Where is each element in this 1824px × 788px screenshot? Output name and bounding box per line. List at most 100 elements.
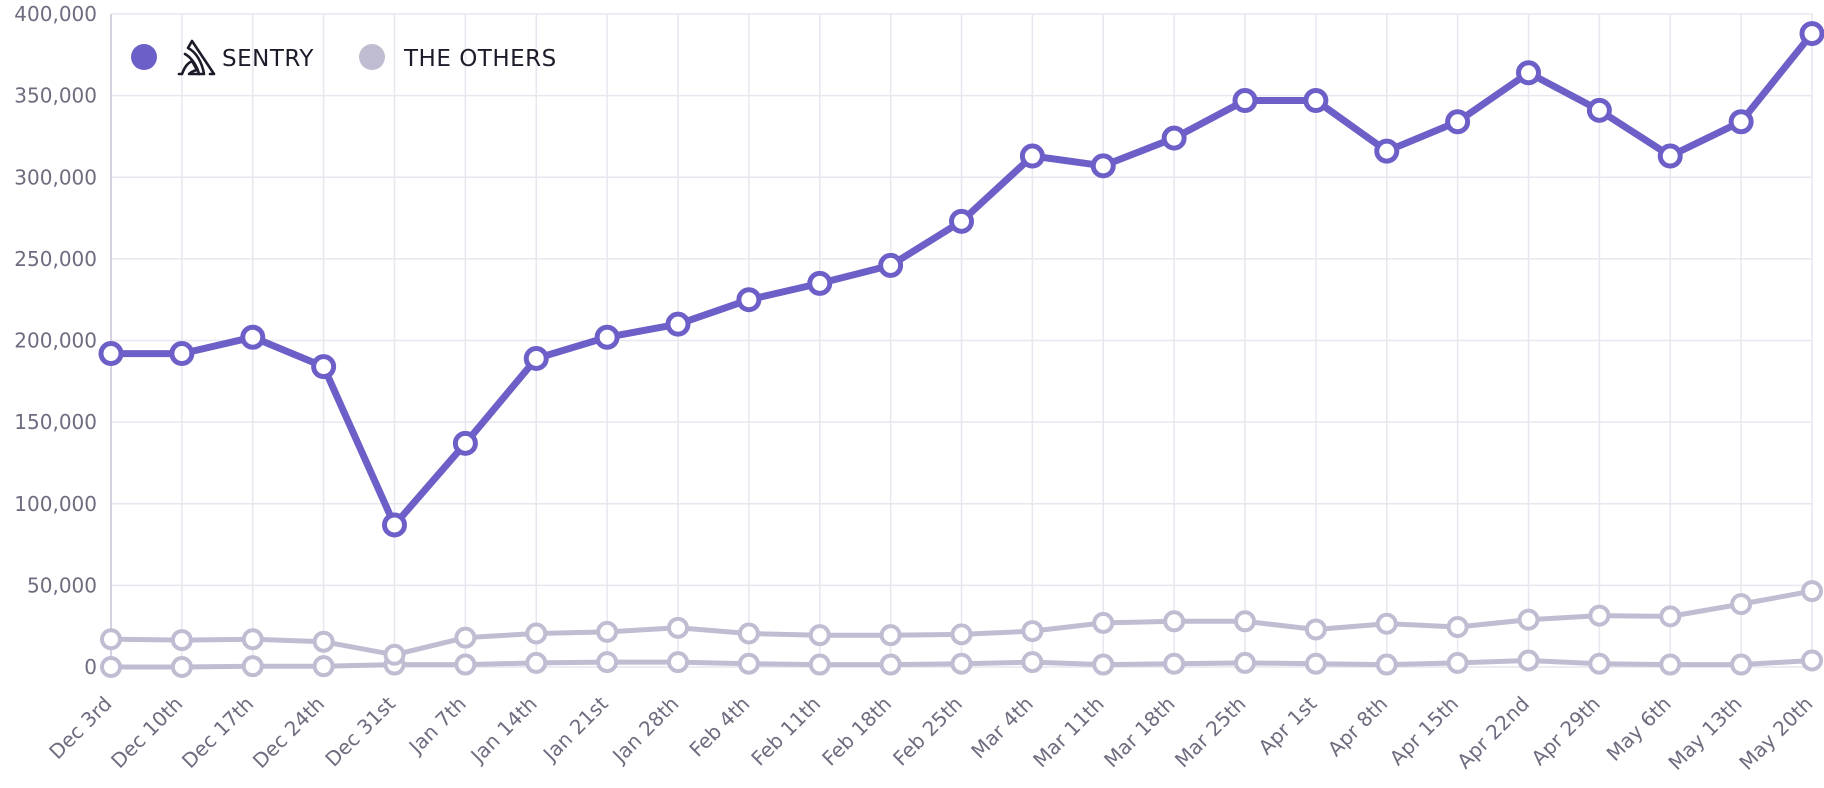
data-point-series-2: [808, 653, 831, 676]
legend: SENTRY THE OTHERS: [131, 39, 557, 76]
x-tick-label: Feb 4th: [684, 692, 754, 762]
data-point-series-1: [879, 624, 902, 647]
data-point-series-1: [1517, 608, 1540, 631]
data-point-series-0: [240, 324, 266, 350]
data-point-series-1: [1588, 604, 1611, 627]
data-point-series-1: [1730, 593, 1753, 616]
data-point-series-0: [1516, 60, 1541, 86]
data-point-series-0: [1586, 97, 1612, 123]
legend-marker-the-others: [359, 44, 385, 70]
data-point-series-0: [169, 341, 195, 367]
x-tick-label: Feb 18th: [817, 692, 896, 771]
data-point-series-2: [1801, 649, 1823, 672]
data-point-series-1: [808, 624, 831, 647]
y-tick-label: 0: [84, 655, 97, 679]
data-point-series-1: [1163, 610, 1186, 633]
data-point-series-0: [1303, 88, 1329, 114]
legend-marker-sentry: [131, 44, 157, 70]
y-tick-label: 250,000: [14, 247, 97, 271]
y-tick-label: 50,000: [27, 573, 97, 597]
data-point-series-2: [1021, 651, 1044, 674]
x-tick-label: Feb 11th: [746, 692, 825, 771]
data-point-series-0: [1090, 153, 1116, 179]
data-point-series-0: [382, 512, 407, 538]
data-point-series-0: [1799, 21, 1824, 47]
data-point-series-0: [1374, 138, 1400, 164]
data-point-series-2: [950, 652, 973, 675]
data-point-series-1: [596, 620, 619, 643]
data-point-series-0: [1161, 125, 1187, 151]
data-point-series-0: [736, 287, 762, 313]
data-point-series-0: [452, 430, 478, 456]
x-tick-label: Apr 22nd: [1452, 692, 1534, 774]
data-point-series-0: [1445, 109, 1471, 135]
data-point-series-2: [1304, 652, 1327, 675]
data-point-series-2: [170, 656, 193, 678]
data-point-series-1: [1304, 618, 1327, 641]
data-point-series-0: [807, 270, 833, 296]
y-tick-label: 200,000: [14, 329, 97, 353]
x-tick-label: Apr 8th: [1323, 692, 1392, 761]
data-point-series-1: [1375, 612, 1398, 635]
x-tick-label: Apr 1st: [1254, 691, 1322, 759]
data-point-series-0: [594, 324, 620, 350]
x-tick-label: Jan 28th: [606, 692, 683, 769]
x-tick-label: Mar 11th: [1028, 692, 1109, 773]
data-point-series-2: [1446, 651, 1469, 674]
legend-item-the-others[interactable]: THE OTHERS: [359, 44, 557, 72]
data-point-series-0: [311, 354, 337, 380]
x-tick-label: Mar 4th: [966, 692, 1038, 764]
data-point-series-0: [1232, 88, 1258, 114]
data-point-series-2: [1375, 653, 1398, 676]
legend-label-sentry: SENTRY: [222, 46, 314, 72]
data-point-series-1: [1659, 605, 1682, 628]
data-point-series-1: [1092, 611, 1115, 634]
data-point-series-0: [949, 208, 974, 234]
legend-item-sentry[interactable]: SENTRY: [131, 39, 314, 76]
data-point-series-1: [312, 630, 335, 653]
data-point-series-2: [241, 655, 264, 678]
data-point-series-2: [879, 653, 902, 676]
data-point-series-2: [667, 651, 689, 674]
y-tick-label: 100,000: [14, 492, 97, 516]
x-tick-label: Dec 10th: [106, 692, 187, 773]
x-tick-label: Dec 17th: [177, 692, 258, 773]
data-point-series-0: [1657, 143, 1683, 169]
sentry-logo-icon: [177, 39, 216, 76]
y-tick-label: 400,000: [14, 2, 97, 26]
series-points: [98, 21, 1824, 678]
x-tick-label: Mar 18th: [1099, 692, 1180, 773]
data-point-series-2: [100, 656, 122, 678]
data-point-series-2: [525, 651, 548, 674]
data-point-series-1: [454, 626, 477, 649]
legend-label-the-others: THE OTHERS: [403, 46, 557, 72]
y-tick-label: 350,000: [14, 84, 97, 108]
data-point-series-1: [737, 622, 760, 645]
data-point-series-2: [737, 652, 760, 675]
data-point-series-0: [878, 252, 904, 278]
x-tick-label: May 6th: [1602, 692, 1676, 766]
x-tick-label: Jan 14th: [465, 692, 542, 769]
data-point-series-1: [1801, 580, 1823, 603]
data-point-series-1: [525, 622, 548, 645]
data-point-series-2: [1659, 653, 1682, 676]
grid-lines: [110, 13, 1813, 668]
x-tick-label: Dec 3rd: [44, 692, 116, 764]
data-point-series-2: [1588, 652, 1611, 675]
x-tick-label: Jan 21st: [537, 691, 613, 767]
data-point-series-2: [596, 651, 619, 674]
x-tick-label: Apr 29th: [1526, 692, 1604, 770]
data-point-series-1: [1234, 610, 1256, 633]
x-tick-label: Mar 25th: [1170, 692, 1251, 773]
x-tick-label: May 20th: [1734, 692, 1817, 775]
y-tick-label: 300,000: [14, 165, 97, 189]
data-point-series-2: [1163, 652, 1186, 675]
data-point-series-1: [1446, 616, 1469, 639]
data-point-series-0: [98, 341, 124, 367]
x-tick-label: Jan 7th: [403, 692, 471, 760]
data-point-series-1: [100, 628, 122, 651]
x-tick-label: Dec 31st: [320, 691, 400, 771]
data-point-series-0: [665, 311, 691, 337]
data-point-series-1: [667, 616, 689, 639]
